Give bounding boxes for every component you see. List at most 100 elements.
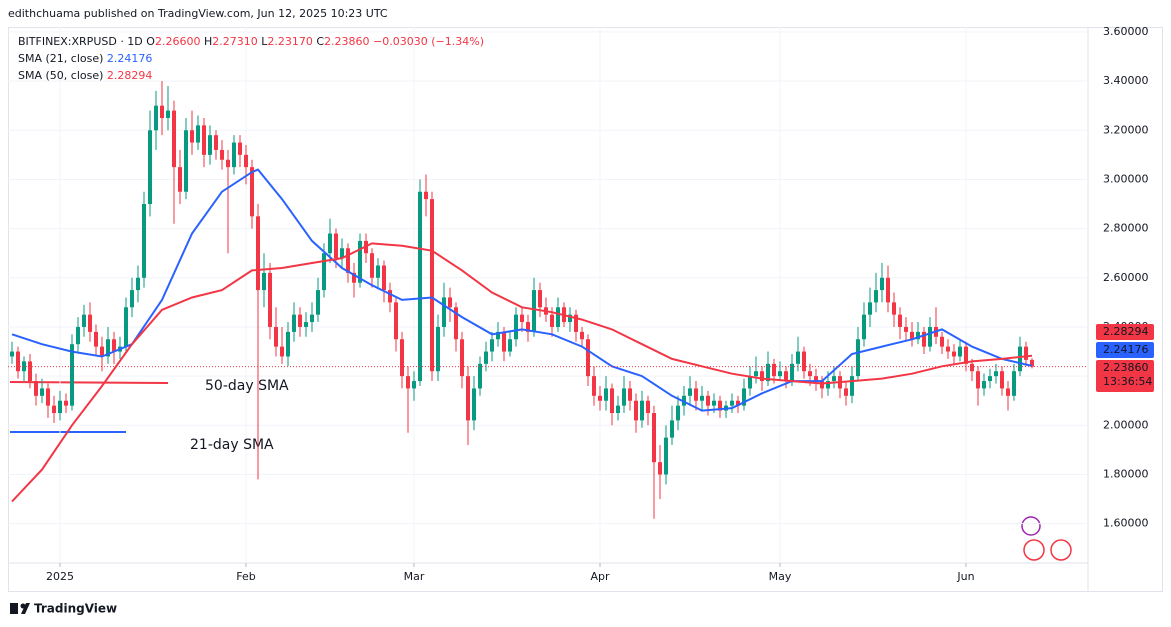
candle-body (814, 376, 818, 382)
candle-body (664, 437, 668, 475)
candle-body (310, 314, 314, 323)
candle-body (754, 371, 758, 377)
candle-body (244, 154, 248, 168)
candle-body (994, 371, 998, 377)
candle-body (988, 376, 992, 382)
candle-body (202, 125, 206, 155)
candle-body (454, 307, 458, 340)
candle-body (646, 400, 650, 414)
candle-body (292, 314, 296, 332)
candle-body (688, 388, 692, 396)
price-tag (1096, 324, 1154, 340)
quote-value: 2.26600 (155, 35, 201, 48)
change: −0.03030 (−1.34%) (373, 35, 484, 48)
candle-body (586, 339, 590, 377)
y-tick-label: 2.60000 (1103, 271, 1149, 284)
candle-body (952, 351, 956, 357)
x-tick-label: 2025 (46, 570, 74, 583)
candle-body (922, 331, 926, 347)
candle-body (406, 376, 410, 389)
event-icons (1021, 516, 1072, 561)
candle-body (376, 265, 380, 278)
candle-body (730, 400, 734, 406)
candle-body (946, 346, 950, 352)
candle-body (652, 413, 656, 463)
candle-body (262, 272, 266, 291)
candle-body (34, 381, 38, 396)
candle-body (106, 339, 110, 357)
candle-body (10, 351, 14, 357)
candle-body (628, 388, 632, 401)
candle-body (52, 405, 56, 414)
candle-body (826, 381, 830, 389)
candle-body (910, 331, 914, 340)
candle-body (496, 331, 500, 340)
candle-body (508, 339, 512, 352)
candle-body (484, 351, 488, 364)
sma-line (11, 242, 1033, 503)
candle-body (718, 400, 722, 411)
legend-name: SMA (50, close) (18, 69, 103, 82)
candle-body (1012, 371, 1016, 396)
candle-body (694, 388, 698, 401)
candle-body (166, 110, 170, 118)
candle-body (778, 371, 782, 377)
quote-value: 2.27310 (212, 35, 258, 48)
candle-body (124, 307, 128, 347)
candle-body (802, 351, 806, 372)
candle-body (568, 314, 572, 323)
x-tick-label: Feb (236, 570, 255, 583)
candle-body (550, 314, 554, 327)
candle-body (400, 339, 404, 377)
candle-body (436, 326, 440, 372)
quote-value: 2.23860 (324, 35, 370, 48)
quote-key: O (146, 35, 155, 48)
x-tick-label: May (769, 570, 792, 583)
candle-body (418, 191, 422, 382)
candle-body (622, 388, 626, 406)
candle-body (448, 297, 452, 308)
candle-body (154, 105, 158, 131)
symbol: BITFINEX:XRPUSD · 1D (18, 35, 143, 48)
candle-body (742, 388, 746, 406)
legend-value: 2.24176 (107, 52, 153, 65)
candle-body (256, 216, 260, 291)
candle-body (808, 371, 812, 377)
candle-body (892, 302, 896, 315)
candle-body (64, 400, 68, 406)
candle-body (460, 339, 464, 377)
candle-body (220, 149, 224, 160)
candle-body (970, 363, 974, 372)
candle-body (706, 395, 710, 406)
candle-body (790, 363, 794, 382)
candle-body (736, 400, 740, 406)
candle-body (958, 346, 962, 357)
candle-body (574, 314, 578, 332)
legend-name: SMA (21, close) (18, 52, 103, 65)
candle-body (196, 125, 200, 143)
candle-body (820, 381, 824, 389)
candle-body (148, 130, 152, 205)
candle-body (676, 405, 680, 421)
candle-body (100, 346, 104, 357)
y-tick-label: 3.20000 (1103, 123, 1149, 136)
candle-body (334, 233, 338, 259)
candle-body (514, 314, 518, 340)
candle-body (268, 272, 272, 327)
legend-symbol: BITFINEX:XRPUSD · 1D O2.26600 H2.27310 L… (18, 35, 484, 48)
candle-body (658, 462, 662, 475)
candle-body (640, 400, 644, 421)
candle-body (538, 290, 542, 308)
candle-body (760, 371, 764, 382)
candle-body (358, 240, 362, 283)
candle-body (748, 376, 752, 389)
candle-body (898, 314, 902, 327)
candle-body (46, 388, 50, 406)
candle-body (634, 400, 638, 421)
candle-body (982, 381, 986, 389)
candle-body (928, 326, 932, 347)
candle-body (598, 395, 602, 401)
candle-body (328, 233, 332, 254)
